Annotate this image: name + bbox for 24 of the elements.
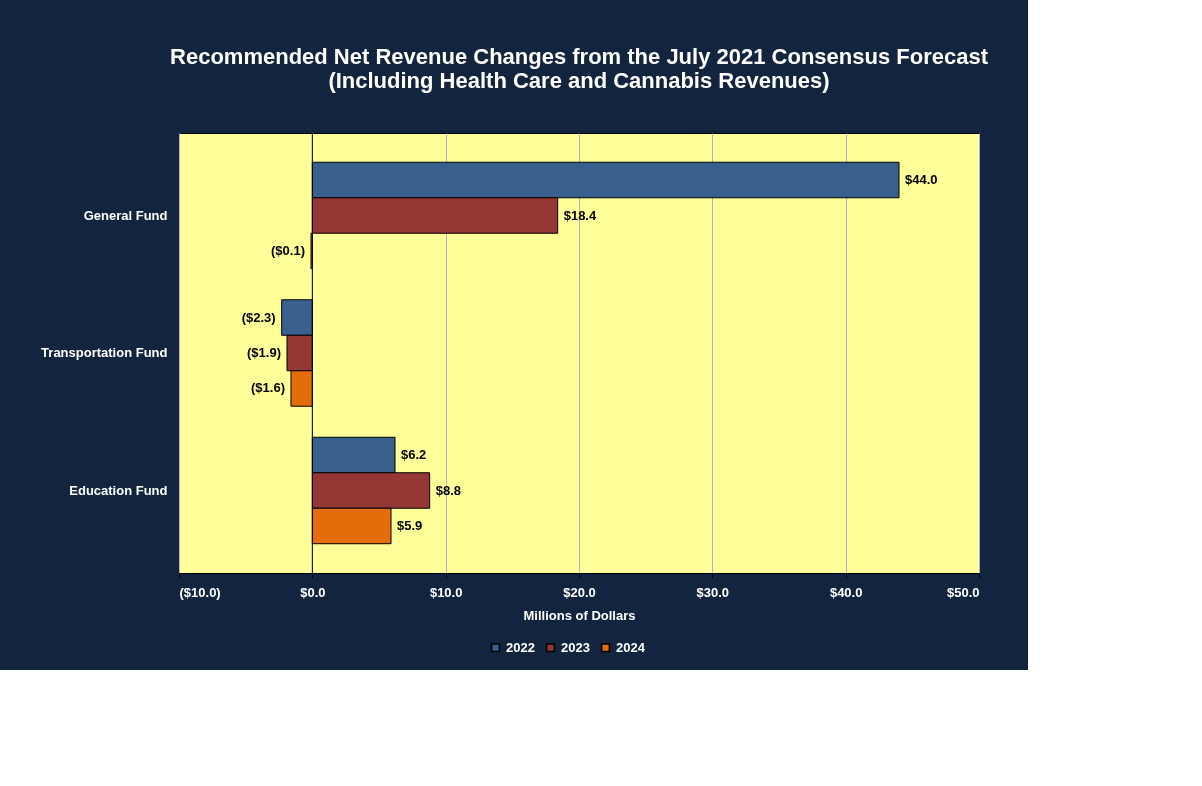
data-label: $18.4 — [563, 207, 597, 223]
x-tick-label: $50.0 — [946, 584, 980, 600]
x-tick-label: $20.0 — [563, 584, 596, 600]
x-tick-label: $40.0 — [829, 584, 863, 600]
data-label: ($2.3) — [241, 309, 276, 325]
y-tick-label: General Fund — [83, 207, 168, 223]
y-tick-label: Transportation Fund — [41, 345, 168, 360]
data-label: ($1.9) — [247, 345, 281, 360]
data-label: ($1.6) — [251, 380, 285, 396]
x-tick-label: $30.0 — [696, 584, 730, 600]
data-label: $6.2 — [401, 447, 427, 463]
x-tick-label: $0.0 — [300, 584, 326, 600]
y-tick-label: Education Fund — [69, 482, 168, 498]
data-label: $8.8 — [435, 482, 461, 498]
data-label: ($0.1) — [271, 242, 305, 258]
x-tick-label: $10.0 — [429, 584, 463, 600]
data-label: $5.9 — [397, 517, 423, 533]
x-tick-label: ($10.0) — [179, 584, 221, 600]
legend-label: 2024 — [616, 639, 646, 655]
legend-label: 2022 — [506, 639, 535, 655]
x-axis-title: Millions of Dollars — [523, 607, 636, 623]
legend-label: 2023 — [561, 639, 590, 655]
chart-title: Recommended Net Revenue Changes from the July 2021 Consensus Forecast (Including Health Care and Cannabis Revenues) — [170, 43, 989, 93]
data-label: $44.0 — [905, 172, 938, 188]
